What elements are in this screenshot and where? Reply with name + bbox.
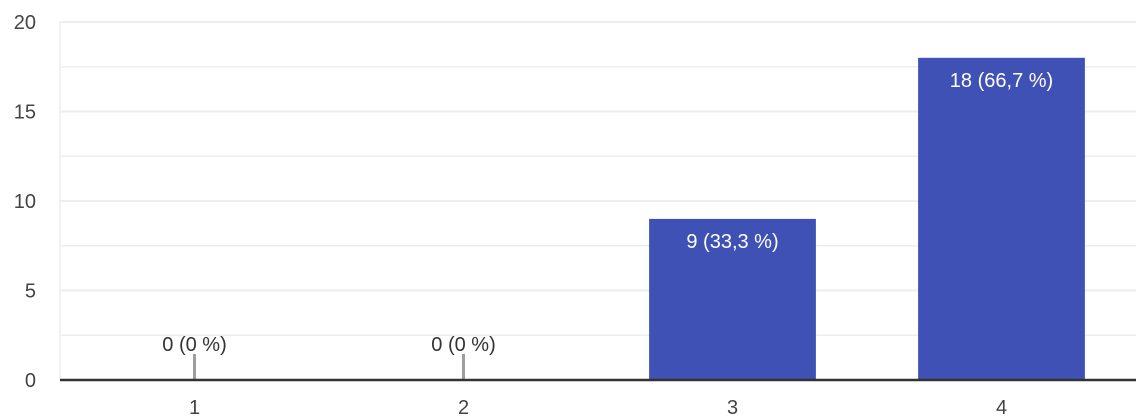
- gridlines: [60, 21, 1136, 336]
- bar-3: [649, 218, 816, 380]
- y-axis-tick-labels: 0 5 10 15 20: [14, 12, 36, 392]
- y-tick-label: 20: [14, 12, 36, 34]
- x-tick-label: 3: [727, 397, 738, 419]
- data-label: 18 (66,7 %): [950, 70, 1053, 92]
- bar-4: [918, 57, 1085, 381]
- y-tick-label: 0: [25, 370, 36, 392]
- data-labels: 0 (0 %) 0 (0 %) 9 (33,3 %) 18 (66,7 %): [162, 70, 1053, 356]
- data-label: 0 (0 %): [431, 334, 495, 356]
- x-tick-label: 1: [189, 397, 200, 419]
- bars: [193, 57, 1085, 381]
- y-tick-label: 10: [14, 191, 36, 213]
- y-tick-label: 5: [25, 281, 36, 303]
- data-label: 9 (33,3 %): [686, 231, 778, 253]
- data-label: 0 (0 %): [162, 334, 226, 356]
- x-tick-label: 4: [996, 397, 1007, 419]
- x-tick-label: 2: [458, 397, 469, 419]
- x-axis-tick-labels: 1 2 3 4: [189, 397, 1007, 419]
- y-tick-label: 15: [14, 102, 36, 124]
